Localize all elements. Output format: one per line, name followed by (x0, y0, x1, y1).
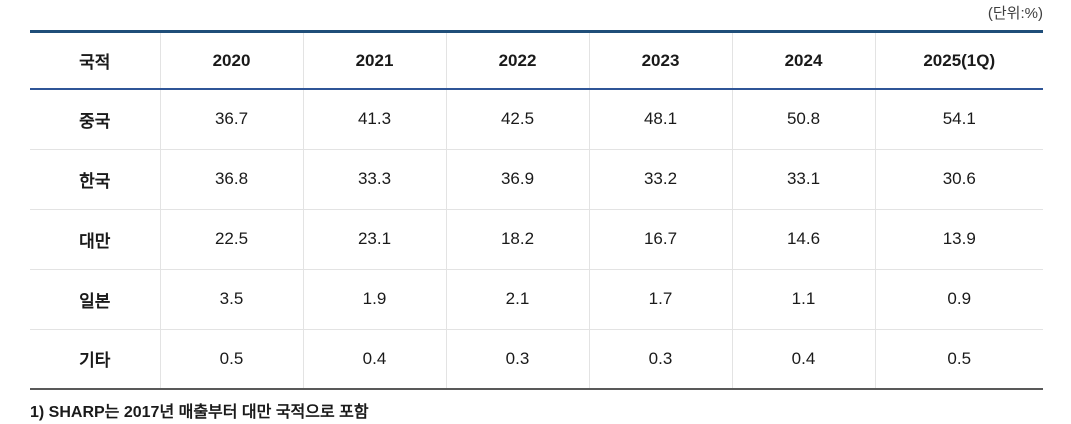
row-label: 중국 (79, 111, 111, 131)
table-container: (단위:%) 국적 2020 2021 2022 2023 2024 2025(1Q) 중국… (30, 4, 1043, 422)
table-cell: 50.8 (731, 89, 875, 149)
table-cell: 23.1 (302, 209, 446, 269)
table-row: 중국 36.7 41.3 42.5 48.1 50.8 54.1 (30, 89, 1043, 149)
table-cell: 30.6 (874, 149, 1043, 209)
table-cell: 2.1 (445, 269, 589, 329)
table-row: 기타 0.5 0.4 0.3 0.3 0.4 0.5 (30, 329, 1043, 389)
table-cell: 0.5 (159, 329, 303, 389)
table-cell: 0.4 (302, 329, 446, 389)
footnote: 1) SHARP는 2017년 매출부터 대만 국적으로 포함 (30, 404, 369, 421)
row-label: 한국 (79, 171, 111, 191)
table-cell: 0.9 (874, 269, 1043, 329)
table-cell: 16.7 (588, 209, 732, 269)
row-label: 일본 (79, 291, 111, 311)
table-row: 대만 22.5 23.1 18.2 16.7 14.6 13.9 (30, 209, 1043, 269)
table-cell: 36.7 (159, 89, 303, 149)
table-cell: 54.1 (874, 89, 1043, 149)
column-header: 2025(1Q) (874, 31, 1043, 89)
table-cell: 33.3 (302, 149, 446, 209)
column-header: 2024 (731, 31, 875, 89)
table-cell: 13.9 (874, 209, 1043, 269)
column-header: 2022 (445, 31, 589, 89)
header-row: 국적 2020 2021 2022 2023 2024 2025(1Q) (30, 31, 1043, 89)
table-row: 일본 3.5 1.9 2.1 1.7 1.1 0.9 (30, 269, 1043, 329)
table-cell: 1.9 (302, 269, 446, 329)
table-cell: 22.5 (159, 209, 303, 269)
table-cell: 48.1 (588, 89, 732, 149)
table-cell: 0.5 (874, 329, 1043, 389)
table-cell: 0.3 (588, 329, 732, 389)
nationality-share-table: 국적 2020 2021 2022 2023 2024 2025(1Q) 중국 36.7 41.… (30, 30, 1043, 390)
table-cell: 1.1 (731, 269, 875, 329)
row-label: 기타 (79, 351, 111, 371)
column-header: 2020 (159, 31, 303, 89)
column-header: 국적 (79, 53, 111, 72)
table-row: 한국 36.8 33.3 36.9 33.2 33.1 30.6 (30, 149, 1043, 209)
table-header-row: 국적 2020 2021 2022 2023 2024 2025(1Q) (30, 31, 1043, 89)
table-cell: 41.3 (302, 89, 446, 149)
table-cell: 1.7 (588, 269, 732, 329)
unit-label: (단위:%) (987, 5, 1043, 22)
table-cell: 0.4 (731, 329, 875, 389)
table-cell: 33.2 (588, 149, 732, 209)
table-cell: 18.2 (445, 209, 589, 269)
table-cell: 33.1 (731, 149, 875, 209)
column-header: 2023 (588, 31, 732, 89)
row-label: 대만 (79, 231, 111, 251)
table-cell: 42.5 (445, 89, 589, 149)
table-cell: 36.9 (445, 149, 589, 209)
column-header: 2021 (302, 31, 446, 89)
table-cell: 3.5 (159, 269, 303, 329)
table-body: 중국 36.7 41.3 42.5 48.1 50.8 54.1 한국 36.8 33.3 36.9… (30, 89, 1043, 389)
table-cell: 14.6 (731, 209, 875, 269)
table-cell: 0.3 (445, 329, 589, 389)
table-cell: 36.8 (159, 149, 303, 209)
